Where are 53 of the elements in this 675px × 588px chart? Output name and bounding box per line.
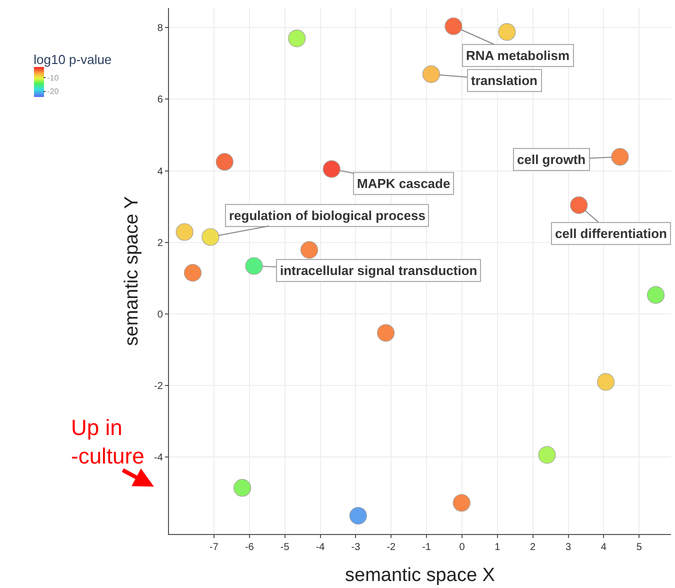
point	[176, 223, 194, 241]
annotation: cell growth	[517, 152, 586, 167]
point	[349, 506, 367, 525]
point	[498, 23, 516, 41]
y-tick-label: 4	[157, 166, 164, 178]
point	[216, 153, 234, 171]
point	[570, 196, 588, 214]
y-tick-label: -2	[154, 381, 164, 392]
point	[377, 324, 395, 342]
point	[184, 264, 202, 282]
color-bar-label: -20	[47, 87, 60, 96]
point	[611, 148, 629, 166]
x-tick-label: 0	[459, 542, 466, 554]
point	[538, 446, 556, 464]
y-tick-label: 8	[157, 23, 164, 34]
color-bar-label: -10	[47, 74, 60, 83]
x-tick-label: -2	[386, 542, 396, 554]
x-tick-label: -7	[210, 542, 219, 554]
x-tick-label: -4	[316, 542, 326, 554]
y-tick-label: -4	[154, 452, 164, 464]
point	[322, 160, 340, 178]
point	[300, 241, 318, 259]
x-tick-label: 5	[636, 542, 642, 554]
annotation: RNA metabolism	[466, 48, 570, 63]
annotation: translation	[471, 73, 538, 88]
x-tick-label: 4	[600, 542, 607, 554]
y-axis-title: semantic space Y	[122, 196, 143, 346]
text: Up in -culture	[71, 415, 144, 469]
x-tick-label: 2	[530, 542, 536, 554]
x-axis-title: semantic space X	[345, 564, 496, 586]
x-tick-label: -5	[280, 542, 290, 554]
y-tick-label: 2	[157, 238, 164, 249]
point	[444, 17, 462, 36]
x-tick-label: -6	[244, 542, 254, 554]
x-tick-label: 1	[494, 542, 501, 554]
color-bar-title: log10 p-value	[34, 52, 112, 67]
y-tick-label: 0	[157, 309, 164, 320]
point	[597, 373, 615, 391]
y-tick-label: 6	[157, 94, 164, 106]
x-tick-label: 3	[565, 542, 572, 554]
point	[422, 65, 440, 83]
point	[288, 30, 306, 48]
point	[646, 286, 665, 304]
x-tick-label: -3	[351, 542, 361, 554]
point	[245, 257, 263, 275]
annotation: intracellular signal transduction	[280, 263, 478, 278]
annotation: cell differentiation	[555, 226, 668, 241]
point	[452, 494, 470, 512]
point	[234, 479, 252, 497]
annotation: MAPK cascade	[357, 176, 450, 191]
annotation: regulation of biological process	[229, 208, 426, 223]
point	[202, 228, 220, 246]
x-tick-label: -1	[422, 542, 432, 554]
